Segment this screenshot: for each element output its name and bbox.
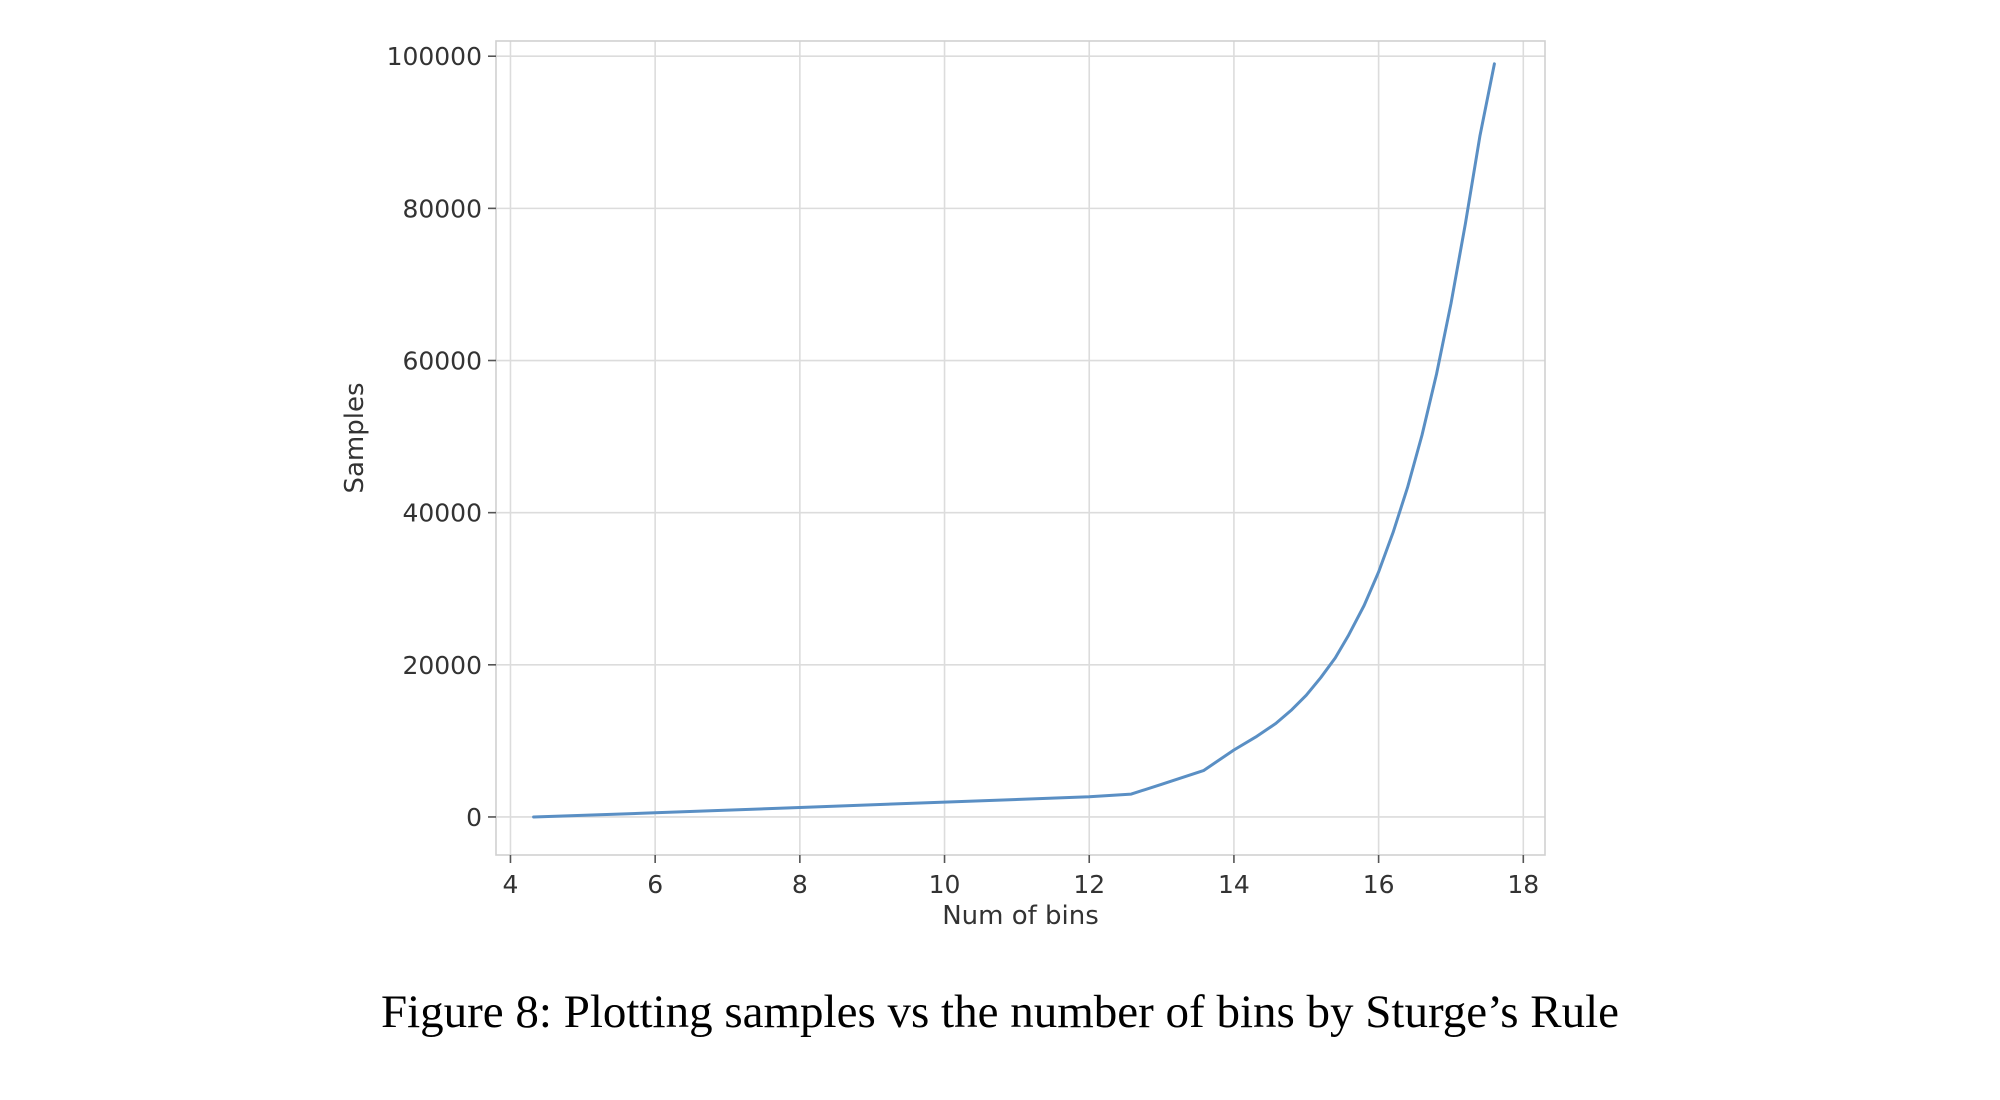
x-tick-label: 4 — [503, 870, 519, 899]
x-tick-label: 18 — [1507, 870, 1539, 899]
x-tick-label: 16 — [1363, 870, 1395, 899]
y-tick-label: 0 — [466, 803, 482, 832]
y-tick-label: 100000 — [387, 42, 482, 71]
series-line — [532, 62, 1496, 819]
y-tick-label: 80000 — [402, 194, 482, 223]
figure-caption: Figure 8: Plotting samples vs the number… — [380, 986, 1620, 1038]
x-tick-label: 8 — [792, 870, 808, 899]
x-axis-label: Num of bins — [942, 901, 1099, 931]
grid — [496, 41, 1545, 855]
axis-ticks: 4 6 8 10 12 14 16 18 0 20000 40000 60000 80000 100000 — [387, 42, 1540, 899]
series-group — [532, 62, 1496, 819]
x-tick-label: 12 — [1073, 870, 1105, 899]
x-tick-label: 14 — [1218, 870, 1250, 899]
y-tick-label: 20000 — [402, 651, 482, 680]
plot-frame — [495, 40, 1546, 856]
x-tick-label: 10 — [929, 870, 961, 899]
y-tick-label: 40000 — [402, 499, 482, 528]
y-axis-label: Samples — [340, 382, 370, 493]
y-tick-label: 60000 — [402, 347, 482, 376]
x-tick-label: 6 — [647, 870, 663, 899]
